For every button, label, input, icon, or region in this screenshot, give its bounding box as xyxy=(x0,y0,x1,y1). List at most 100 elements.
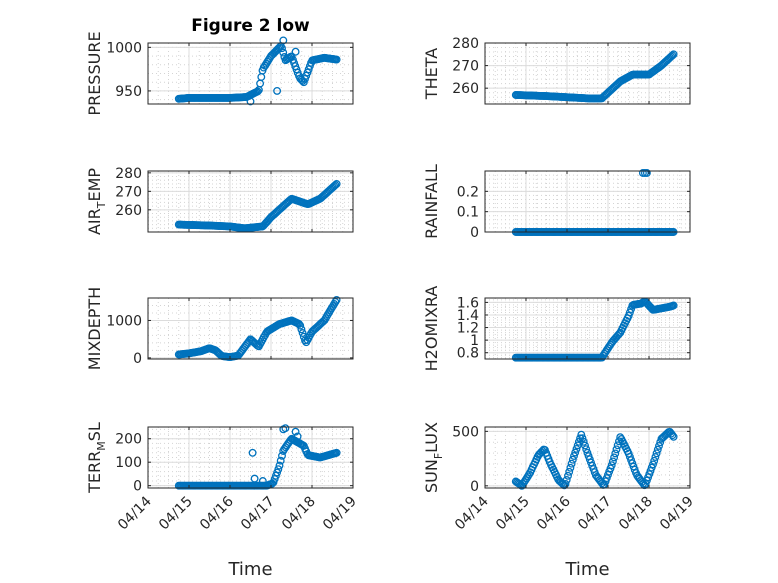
y-axis-label: H2OMIXRA xyxy=(422,286,441,372)
y-axis-label: THETA xyxy=(422,48,441,100)
axes-box xyxy=(147,426,354,489)
data-point xyxy=(579,437,588,446)
data-point xyxy=(293,432,302,441)
panel-3: 260 270 280 AIRTEMP xyxy=(85,166,354,235)
x-tick-label: 04/15 xyxy=(156,494,196,534)
data-point xyxy=(296,321,305,330)
data-point xyxy=(642,169,651,177)
axes-box xyxy=(484,170,691,233)
data-point xyxy=(612,445,621,454)
data-point xyxy=(616,433,625,442)
x-tick-label: 04/18 xyxy=(616,494,656,534)
axes-box xyxy=(484,42,691,105)
data-point xyxy=(298,76,307,85)
data-point xyxy=(568,455,577,464)
data-point xyxy=(581,441,589,450)
data-point xyxy=(332,448,341,457)
data-point xyxy=(278,451,286,460)
data-point xyxy=(291,47,300,56)
axes-box xyxy=(147,297,354,360)
y-tick-label: 0.8 xyxy=(457,346,479,362)
data-point xyxy=(275,461,284,470)
y-tick-label: 280 xyxy=(452,36,479,52)
axes-box xyxy=(484,426,691,489)
data-point xyxy=(566,463,575,472)
data-point xyxy=(669,50,678,59)
data-point xyxy=(655,441,663,450)
x-tick-label: 04/16 xyxy=(534,493,574,533)
y-tick-label: 1 xyxy=(470,333,479,349)
data-point xyxy=(610,453,619,462)
y-tick-label: 260 xyxy=(115,203,142,219)
data-point xyxy=(582,445,591,454)
y-tick-label: 1.2 xyxy=(457,321,479,337)
axes-background xyxy=(148,298,353,359)
data-point xyxy=(669,301,678,310)
x-tick-label: 04/18 xyxy=(279,494,319,534)
data-point xyxy=(577,430,586,439)
data-point xyxy=(331,181,340,189)
data-point xyxy=(578,434,587,443)
data-point xyxy=(248,448,257,457)
data-point xyxy=(573,441,582,450)
axes-box xyxy=(147,170,354,233)
data-point xyxy=(281,424,290,433)
data-point xyxy=(332,179,341,188)
y-tick-label: 0 xyxy=(133,351,142,367)
y-tick-label: 0.1 xyxy=(457,205,479,221)
x-tick-label: 04/15 xyxy=(493,494,533,534)
data-point xyxy=(297,325,306,334)
y-axis-label: AIRTEMP xyxy=(85,168,108,235)
data-point xyxy=(330,182,339,191)
data-point xyxy=(258,477,267,485)
data-point xyxy=(650,456,659,465)
x-tick-label: 04/16 xyxy=(197,493,237,533)
data-point xyxy=(608,457,617,466)
data-point xyxy=(253,87,262,96)
y-tick-label: 200 xyxy=(115,432,142,448)
panel-6: 0.811.21.41.6 H2OMIXRA xyxy=(422,286,691,372)
y-tick-label: 0 xyxy=(133,479,142,495)
y-tick-label: 0 xyxy=(470,479,479,495)
panel-4: 0 0.1 0.2 RAINFALL xyxy=(422,164,691,241)
data-point xyxy=(246,97,255,106)
y-tick-label: 0 xyxy=(470,225,479,241)
data-point xyxy=(611,449,620,458)
y-tick-label: 950 xyxy=(115,84,142,100)
axes-box xyxy=(147,42,354,105)
axes-box xyxy=(484,297,691,360)
y-axis-label: MIXDEPTH xyxy=(85,287,104,370)
y-tick-label: 500 xyxy=(452,424,479,440)
y-axis-label: PRESSURE xyxy=(85,31,104,115)
y-axis-label: SUNFLUX xyxy=(422,422,445,493)
data-point xyxy=(570,452,578,460)
y-tick-label: 270 xyxy=(452,59,479,75)
data-point xyxy=(572,444,581,453)
data-point xyxy=(565,467,574,476)
y-axis-label: TERRMSL xyxy=(85,422,108,494)
data-point xyxy=(332,55,341,64)
data-point xyxy=(651,453,660,461)
x-tick-label: 04/17 xyxy=(575,494,615,534)
x-tick-label: 04/14 xyxy=(452,493,492,533)
y-tick-label: 280 xyxy=(115,166,142,182)
y-tick-label: 1000 xyxy=(106,40,142,56)
data-point xyxy=(564,471,572,480)
data-point xyxy=(669,432,678,441)
x-axis-label: Time xyxy=(564,559,609,580)
data-point xyxy=(607,461,616,470)
chart-title: Figure 2 low xyxy=(191,16,310,36)
y-tick-label: 1000 xyxy=(106,313,142,329)
y-tick-label: 260 xyxy=(452,81,479,97)
y-tick-label: 0.2 xyxy=(457,184,479,200)
data-point xyxy=(279,36,288,45)
panel-8: 0 500 04/14 04/15 04/16 04/17 04/18 04/19 SUNFLU… xyxy=(422,422,697,580)
data-point xyxy=(298,329,307,337)
y-tick-label: 270 xyxy=(115,184,142,200)
data-point xyxy=(667,52,676,61)
y-tick-label: 1.4 xyxy=(457,308,479,324)
data-point xyxy=(571,448,580,457)
